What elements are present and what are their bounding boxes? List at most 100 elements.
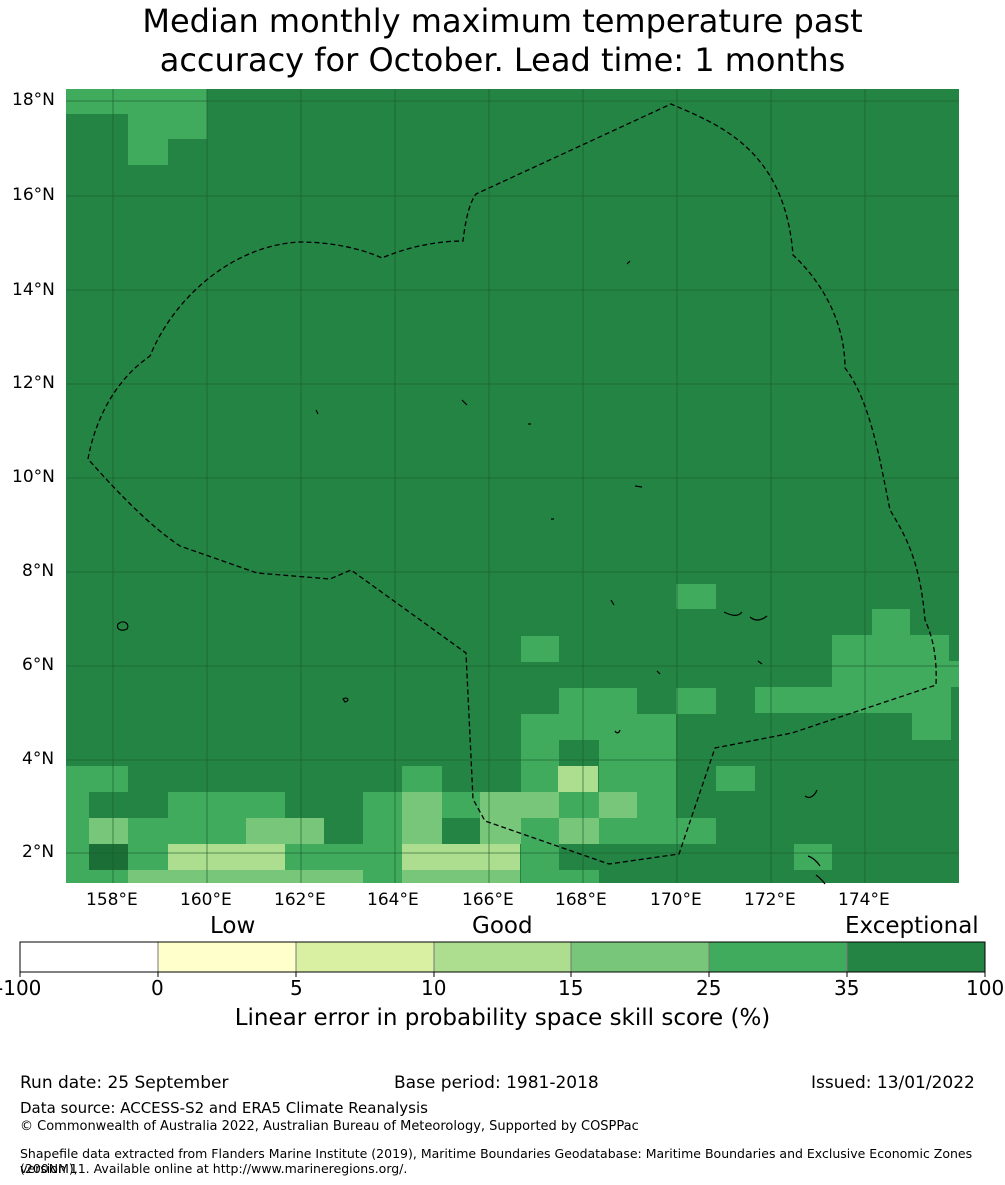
- lon-label: 174°E: [838, 890, 890, 910]
- island-outline: [610, 599, 615, 606]
- islands: [116, 260, 826, 885]
- colorbar-segment: [20, 942, 158, 972]
- colorbar-tick: -100: [0, 976, 42, 1000]
- lon-label: 168°E: [555, 890, 607, 910]
- lat-label: 14°N: [12, 280, 55, 300]
- skill-cell: [559, 740, 599, 766]
- skill-cell: [363, 818, 403, 844]
- colorbar-segment: [847, 942, 985, 972]
- skill-cell: [168, 844, 285, 870]
- skill-cell: [168, 792, 285, 818]
- title-line-2: accuracy for October. Lead time: 1 month…: [159, 41, 846, 79]
- colorbar-segment: [709, 942, 847, 972]
- colorbar-tick: 0: [151, 976, 164, 1000]
- island-outline: [815, 874, 826, 885]
- colorbar-tick: 15: [558, 976, 584, 1000]
- skill-cell: [480, 792, 521, 818]
- skill-cell: [558, 766, 598, 792]
- skill-cell: [66, 870, 128, 883]
- colorbar-segment: [434, 942, 571, 972]
- colorbar-tick: 100: [966, 976, 1005, 1000]
- skill-cell: [521, 636, 559, 662]
- island-outline: [749, 615, 768, 621]
- skill-cell: [402, 792, 442, 818]
- island-outline: [634, 485, 643, 488]
- lat-label: 16°N: [12, 185, 55, 205]
- skill-cell: [559, 818, 599, 844]
- skill-cell: [128, 818, 168, 844]
- island-outline: [342, 697, 349, 703]
- skill-cell: [912, 713, 951, 740]
- map-title: Median monthly maximum temperature past …: [0, 2, 1005, 80]
- skill-cell: [599, 740, 676, 766]
- skill-cell: [89, 844, 128, 870]
- eez-boundary: [87, 103, 937, 865]
- skill-cell: [66, 818, 89, 844]
- shapefile-credit-line-2: version 11. Available online at http://w…: [20, 1161, 408, 1176]
- skill-cell: [521, 792, 559, 818]
- colorbar-tick: 10: [421, 976, 447, 1000]
- island-outline: [626, 260, 631, 265]
- lon-label: 172°E: [744, 890, 796, 910]
- skill-cell: [442, 792, 480, 818]
- skill-cell: [402, 766, 442, 792]
- skill-cell: [402, 818, 442, 844]
- skill-cell: [402, 844, 520, 870]
- lat-label: 10°N: [12, 467, 55, 487]
- skill-cell: [832, 661, 959, 687]
- colorbar-label: Linear error in probability space skill …: [234, 1005, 771, 1031]
- skill-cell: [66, 844, 89, 870]
- lon-label: 158°E: [86, 890, 138, 910]
- lat-label: 18°N: [12, 90, 55, 110]
- skill-cell: [66, 792, 89, 818]
- island-outline: [116, 621, 129, 631]
- skill-cell: [521, 870, 599, 883]
- island-outline: [807, 855, 821, 867]
- island-outline: [461, 399, 468, 406]
- island-outline: [315, 409, 319, 415]
- skill-cell: [521, 766, 559, 792]
- island-outline: [723, 611, 743, 616]
- skill-cell: [246, 818, 324, 844]
- skill-cell: [676, 766, 716, 792]
- lat-label: 4°N: [22, 749, 55, 769]
- skill-cell: [128, 139, 168, 165]
- category-exceptional: Exceptional: [845, 913, 979, 939]
- skill-cell: [716, 766, 755, 791]
- skill-cell: [285, 844, 403, 870]
- skill-cell: [599, 818, 676, 844]
- lon-label: 166°E: [462, 890, 514, 910]
- issued-date: Issued: 13/01/2022: [811, 1073, 975, 1093]
- colorbar: [19, 941, 986, 977]
- colorbar-tick: 5: [290, 976, 303, 1000]
- colorbar-tick: 35: [834, 976, 860, 1000]
- skill-cell: [521, 844, 559, 870]
- map-gridlines: [66, 89, 959, 883]
- skill-cells: [66, 89, 959, 883]
- skill-cell: [559, 792, 599, 818]
- skill-cell: [128, 870, 363, 883]
- skill-cell: [637, 792, 676, 818]
- colorbar-tick: 25: [696, 976, 722, 1000]
- colorbar-frame: [19, 941, 986, 973]
- skill-cell: [521, 740, 559, 766]
- skill-cell: [832, 635, 949, 661]
- skill-cell: [363, 870, 403, 883]
- map-background: [66, 89, 959, 883]
- skill-cell: [402, 870, 520, 883]
- skill-cell: [676, 584, 716, 609]
- colorbar-segment: [296, 942, 434, 972]
- skill-cell: [755, 687, 951, 713]
- lon-label: 160°E: [180, 890, 232, 910]
- skill-cell: [676, 818, 716, 844]
- copyright: © Commonwealth of Australia 2022, Austra…: [20, 1119, 639, 1134]
- skill-cell: [599, 766, 676, 792]
- title-line-1: Median monthly maximum temperature past: [142, 2, 863, 40]
- lon-label: 162°E: [274, 890, 326, 910]
- colorbar-segment: [158, 942, 296, 972]
- skill-cell: [66, 89, 207, 114]
- skill-cell: [872, 609, 910, 635]
- lat-label: 12°N: [12, 373, 55, 393]
- lat-label: 6°N: [22, 655, 55, 675]
